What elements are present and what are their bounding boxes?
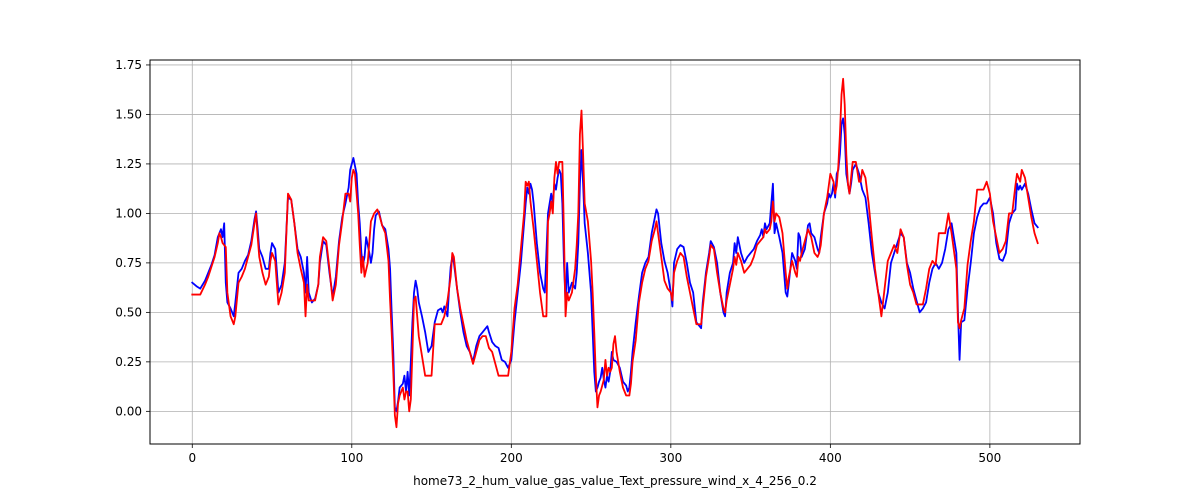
y-tick-label: 0.50: [115, 305, 142, 319]
series-lines: [191, 77, 1039, 429]
x-tick-label: 500: [978, 451, 1001, 465]
y-tick-label: 1.25: [115, 157, 142, 171]
plot-frame: [149, 59, 1081, 445]
y-tick-label: 0.25: [115, 355, 142, 369]
y-tick-label: 1.00: [115, 206, 142, 220]
x-axis: 0 100 200 300 400 500: [188, 444, 1001, 465]
x-tick-label: 0: [188, 451, 196, 465]
x-tick-label: 300: [659, 451, 682, 465]
series-line-1: [191, 117, 1039, 413]
x-axis-label: home73_2_hum_value_gas_value_Text_pressu…: [413, 474, 817, 488]
y-tick-label: 0.00: [115, 404, 142, 418]
y-axis: 0.00 0.25 0.50 0.75 1.00 1.25 1.50 1.75: [115, 58, 150, 418]
grid: [150, 60, 1080, 444]
y-tick-label: 1.75: [115, 58, 142, 72]
y-tick-label: 1.50: [115, 107, 142, 121]
x-tick-label: 400: [819, 451, 842, 465]
y-tick-label: 0.75: [115, 256, 142, 270]
series-line-2: [191, 77, 1039, 429]
x-tick-label: 100: [340, 451, 363, 465]
x-tick-label: 200: [500, 451, 523, 465]
